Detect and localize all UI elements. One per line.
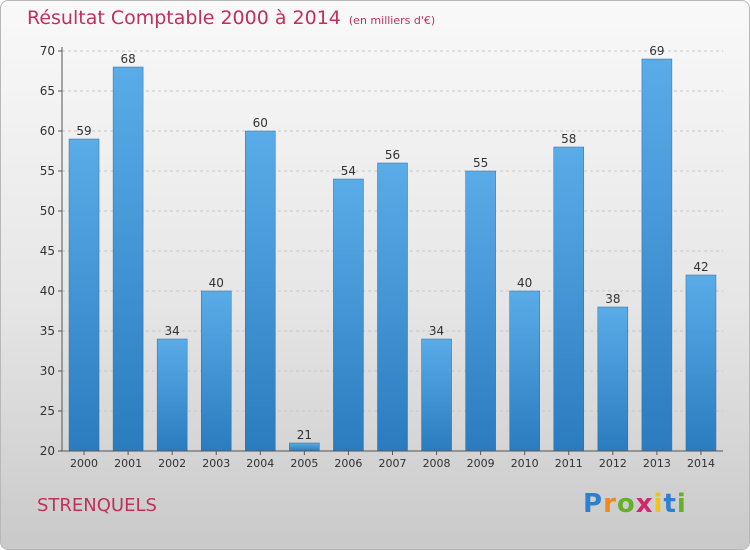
x-tick-label: 2007 [379, 457, 407, 470]
data-label: 38 [605, 292, 620, 306]
chart-title: Résultat Comptable 2000 à 2014 (en millie… [27, 7, 435, 29]
x-tick-label: 2000 [70, 457, 98, 470]
data-label: 21 [297, 428, 312, 442]
logo-letter: o [616, 489, 636, 519]
data-label: 55 [473, 156, 488, 170]
logo-letter: r [603, 489, 617, 519]
y-tick-label: 40 [40, 284, 55, 298]
logo-letter: i [676, 489, 687, 519]
data-label: 56 [385, 148, 400, 162]
y-tick-label: 20 [40, 444, 55, 458]
y-tick-label: 30 [40, 364, 55, 378]
logo-letter: i [653, 489, 664, 519]
bar [509, 290, 540, 452]
bar [641, 58, 673, 452]
bar [685, 274, 717, 452]
x-tick-label: 2002 [158, 457, 186, 470]
y-tick-label: 55 [40, 164, 55, 178]
bar [553, 146, 585, 452]
data-label: 58 [561, 132, 576, 146]
logo-letter: P [583, 489, 604, 519]
x-tick-label: 2009 [467, 457, 495, 470]
y-tick-label: 25 [40, 404, 55, 418]
x-tick-label: 2005 [290, 457, 318, 470]
x-tick-label: 2008 [423, 457, 451, 470]
bar [112, 66, 144, 452]
x-tick-label: 2010 [511, 457, 539, 470]
data-label: 54 [341, 164, 356, 178]
x-tick-label: 2011 [555, 457, 583, 470]
y-tick-label: 45 [40, 244, 55, 258]
bar-chart: 20 25 30 35 40 45 50 55 60 65 70 59 2000 68 2001 34 2002… [40, 44, 723, 470]
commune-name: STRENQUELS [37, 495, 157, 516]
y-tick-label: 60 [40, 124, 55, 138]
data-label: 34 [429, 324, 444, 338]
bar [597, 306, 629, 452]
chart-subtitle: (en milliers d'€) [348, 14, 436, 27]
bar [289, 442, 320, 452]
x-tick-label: 2006 [334, 457, 362, 470]
proxiti-logo: Proxiti [583, 489, 687, 519]
bar [377, 162, 408, 452]
x-tick-label: 2014 [687, 457, 715, 470]
chart-title-text: Résultat Comptable 2000 à 2014 [27, 7, 341, 29]
x-tick-label: 2012 [599, 457, 627, 470]
data-label: 69 [649, 44, 664, 58]
bar [200, 290, 232, 452]
data-label: 40 [517, 276, 532, 290]
logo-letter: x [635, 489, 654, 519]
data-label: 60 [253, 116, 268, 130]
data-label: 34 [165, 324, 180, 338]
bar [245, 130, 276, 452]
labels: 20 25 30 35 40 45 50 55 60 65 70 59 2000 68 2001 34 2002… [40, 44, 715, 470]
x-tick-label: 2001 [114, 457, 142, 470]
axes [58, 47, 723, 455]
data-label: 42 [693, 260, 708, 274]
y-tick-label: 35 [40, 324, 55, 338]
bar [68, 138, 100, 452]
bar [465, 170, 496, 452]
y-tick-label: 70 [40, 44, 55, 58]
bars [68, 58, 717, 452]
x-tick-label: 2003 [202, 457, 230, 470]
data-label: 40 [209, 276, 224, 290]
y-tick-label: 65 [40, 84, 55, 98]
x-tick-label: 2013 [643, 457, 671, 470]
data-label: 59 [76, 124, 91, 138]
x-tick-label: 2004 [246, 457, 274, 470]
bar [333, 178, 364, 452]
bar [156, 338, 188, 452]
bar [421, 338, 452, 452]
logo-letter: t [663, 489, 677, 519]
y-tick-label: 50 [40, 204, 55, 218]
data-label: 68 [120, 52, 135, 66]
